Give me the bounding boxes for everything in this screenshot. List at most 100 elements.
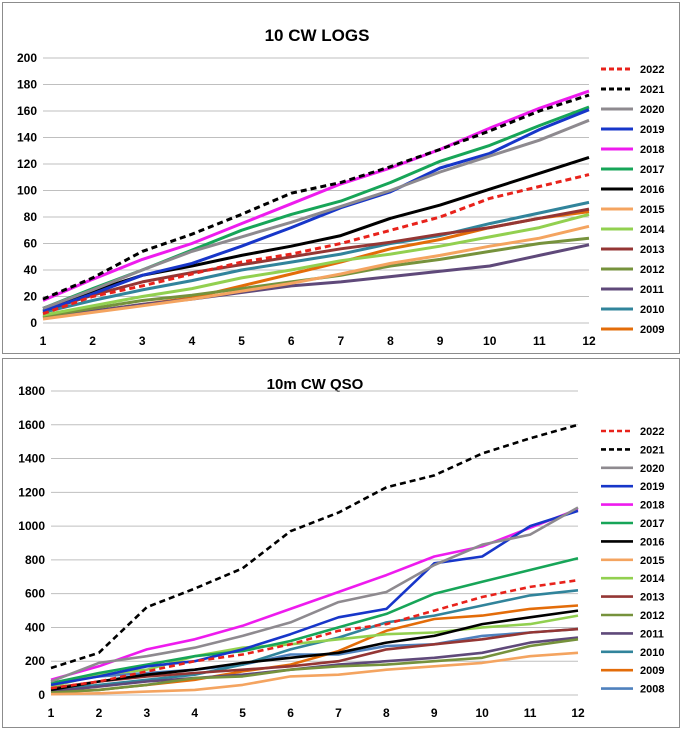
legend-label-2009: 2009 <box>640 324 664 336</box>
legend-label-2012: 2012 <box>640 610 664 622</box>
legend-label-2015: 2015 <box>640 555 664 567</box>
y-tick-label: 0 <box>38 688 45 702</box>
y-tick-label: 1800 <box>18 384 45 398</box>
series-line-2013 <box>42 207 590 313</box>
series-line-2021 <box>50 423 579 670</box>
legend-label-2011: 2011 <box>640 628 664 640</box>
chart-title: 10 CW LOGS <box>265 26 370 45</box>
legend: 2022 2021 2020 2019 2018 2017 2016 2015 2014 2013… <box>601 64 665 336</box>
y-tick-label: 60 <box>24 237 38 251</box>
y-tick-label: 200 <box>17 51 37 65</box>
x-tick-label: 5 <box>239 706 246 720</box>
legend-label-2014: 2014 <box>640 573 665 585</box>
legend-label-2022: 2022 <box>640 426 664 438</box>
y-tick-label: 160 <box>17 104 37 118</box>
x-tick-label: 5 <box>238 334 245 348</box>
series-line-2010 <box>50 589 579 692</box>
legend-label-2012: 2012 <box>640 264 664 276</box>
series-line-2018 <box>42 89 590 302</box>
x-tick-label: 3 <box>139 334 146 348</box>
y-tick-label: 400 <box>25 620 45 634</box>
legend-label-2016: 2016 <box>640 184 664 196</box>
chart-panel-cw-qso: 10m CW QSO 0 200 400 600 800 1000 1200 1400 1600… <box>2 358 680 728</box>
chart-cw-qso: 10m CW QSO 0 200 400 600 800 1000 1200 1400 1600… <box>18 376 665 720</box>
y-tick-label: 800 <box>25 553 45 567</box>
x-tick-label: 11 <box>533 334 546 348</box>
y-tick-label: 1600 <box>18 418 45 432</box>
series-lines <box>50 423 579 696</box>
x-tick-label: 4 <box>191 706 198 720</box>
series-line-2017 <box>50 556 579 685</box>
series-line-2021 <box>42 93 590 301</box>
x-tick-label: 8 <box>383 706 390 720</box>
series-line-2012 <box>50 638 579 694</box>
legend-label-2017: 2017 <box>640 164 664 176</box>
legend-label-2008: 2008 <box>640 684 664 696</box>
series-line-2016 <box>50 609 579 692</box>
x-tick-label: 9 <box>437 334 444 348</box>
series-line-2013 <box>50 627 579 690</box>
x-tick-label: 3 <box>143 706 150 720</box>
x-tick-label: 2 <box>96 706 103 720</box>
series-line-2020 <box>42 118 590 310</box>
y-tick-label: 100 <box>17 184 37 198</box>
legend-label-2019: 2019 <box>640 124 664 136</box>
chart-panel-cw-logs: 10 CW LOGS 0 20 40 60 80 100 120 140 160 180 200 1 2… <box>2 2 680 354</box>
legend-label-2013: 2013 <box>640 592 664 604</box>
legend-label-2022: 2022 <box>640 64 664 76</box>
series-line-2015 <box>50 651 579 696</box>
y-tick-label: 40 <box>24 263 38 277</box>
legend-label-2020: 2020 <box>640 104 664 116</box>
legend-label-2016: 2016 <box>640 536 664 548</box>
legend-label-2010: 2010 <box>640 647 664 659</box>
legend-label-2021: 2021 <box>640 84 664 96</box>
x-tick-label: 8 <box>387 334 394 348</box>
y-tick-label: 180 <box>17 78 37 92</box>
x-tick-label: 10 <box>483 334 497 348</box>
legend-label-2018: 2018 <box>640 500 664 512</box>
legend-label-2019: 2019 <box>640 481 664 493</box>
y-tick-label: 120 <box>17 157 37 171</box>
x-tick-label: 7 <box>335 706 342 720</box>
legend-label-2020: 2020 <box>640 463 664 475</box>
y-tick-label: 140 <box>17 131 37 145</box>
y-tick-label: 20 <box>24 290 38 304</box>
series-line-2020 <box>50 506 579 683</box>
series-lines <box>42 89 590 321</box>
x-tick-label: 12 <box>582 334 596 348</box>
legend-label-2017: 2017 <box>640 518 664 530</box>
series-line-2019 <box>42 108 590 313</box>
legend-label-2011: 2011 <box>640 284 664 296</box>
y-tick-label: 0 <box>30 316 37 330</box>
y-tick-label: 1000 <box>18 519 45 533</box>
y-tick-label: 600 <box>25 587 45 601</box>
legend-label-2015: 2015 <box>640 204 664 216</box>
series-line-2015 <box>42 224 590 321</box>
y-tick-label: 200 <box>25 654 45 668</box>
series-line-2019 <box>50 509 579 687</box>
series-line-2022 <box>42 173 590 316</box>
series-line-2014 <box>42 212 590 317</box>
x-tick-label: 9 <box>431 706 438 720</box>
legend-label-2010: 2010 <box>640 304 664 316</box>
legend-label-2009: 2009 <box>640 665 664 677</box>
chart-title: 10m CW QSO <box>267 376 364 393</box>
x-tick-label: 1 <box>48 706 55 720</box>
x-tick-label: 4 <box>189 334 196 348</box>
x-tick-label: 1 <box>40 334 47 348</box>
y-tick-label: 1200 <box>18 485 45 499</box>
legend-label-2021: 2021 <box>640 444 664 456</box>
x-tick-label: 6 <box>287 706 294 720</box>
x-tick-label: 2 <box>89 334 96 348</box>
legend-label-2018: 2018 <box>640 144 664 156</box>
x-tick-label: 12 <box>571 706 585 720</box>
y-tick-label: 80 <box>24 210 38 224</box>
x-tick-label: 6 <box>288 334 295 348</box>
x-tick-label: 10 <box>476 706 490 720</box>
series-line-2010 <box>42 200 590 314</box>
x-tick-label: 7 <box>337 334 344 348</box>
legend: 2022 2021 2020 2019 2018 2017 2016 2015 2014 2013… <box>601 426 665 696</box>
x-tick-label: 11 <box>524 706 537 720</box>
y-tick-label: 1400 <box>18 452 45 466</box>
